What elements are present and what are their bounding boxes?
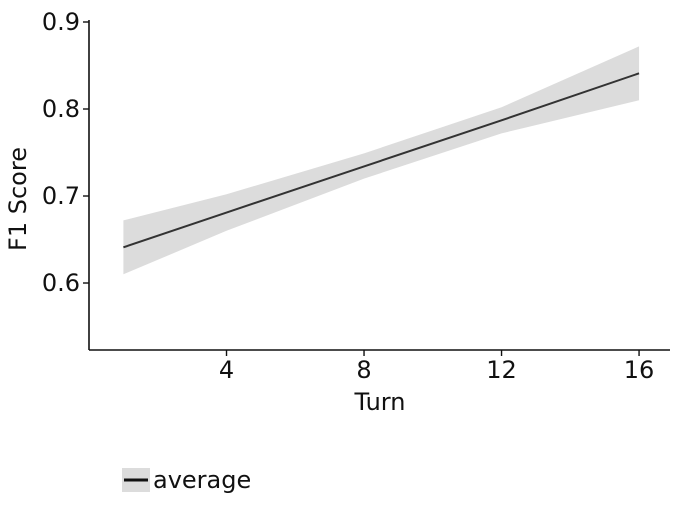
- x-ticks: 4 8 12 16: [219, 350, 654, 384]
- y-ticks: 0.6 0.7 0.8 0.9: [42, 8, 89, 297]
- x-tick-label: 16: [624, 356, 655, 384]
- x-tick-label: 12: [486, 356, 517, 384]
- x-axis-title: Turn: [354, 388, 406, 416]
- legend: average: [122, 466, 251, 494]
- y-tick-label: 0.9: [42, 8, 80, 36]
- series-line-layer: [123, 72, 640, 249]
- y-axis-title: F1 Score: [4, 147, 32, 251]
- series-line: [123, 72, 640, 249]
- x-tick-label: 4: [219, 356, 234, 384]
- y-tick-label: 0.7: [42, 182, 80, 210]
- y-tick-label: 0.8: [42, 95, 80, 123]
- legend-label-average: average: [153, 466, 251, 494]
- x-tick-label: 8: [356, 356, 371, 384]
- y-tick-label: 0.6: [42, 269, 80, 297]
